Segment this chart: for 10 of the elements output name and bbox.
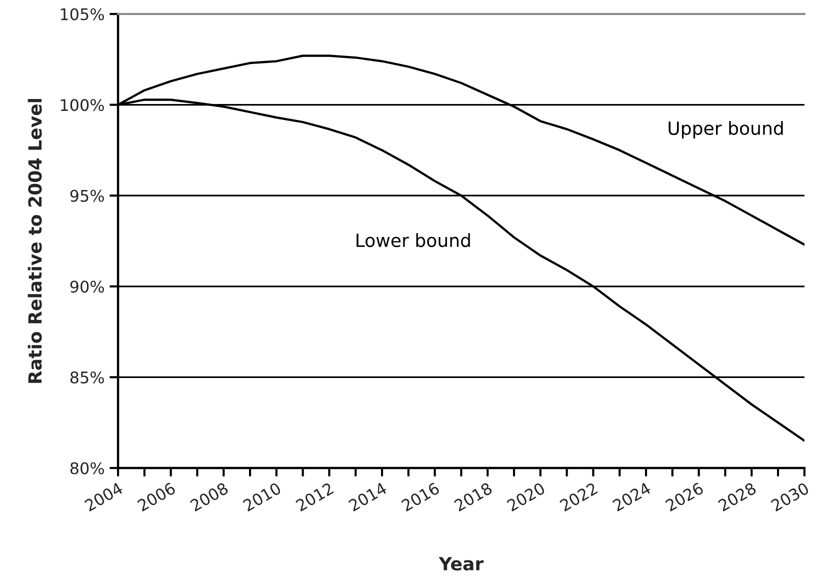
y-axis-title: Ratio Relative to 2004 Level bbox=[28, 98, 42, 383]
x-axis-title: Year bbox=[438, 557, 484, 571]
y-tick-label: 100% bbox=[60, 99, 104, 112]
series-label: Lower bound bbox=[356, 233, 470, 248]
y-tick-label: 80% bbox=[70, 462, 104, 474]
y-tick-label: 85% bbox=[70, 371, 104, 384]
series-label: Upper bound bbox=[668, 121, 783, 139]
y-tick-label: 95% bbox=[70, 190, 104, 202]
y-tick-label: 90% bbox=[70, 280, 104, 293]
y-tick-label: 105% bbox=[60, 8, 104, 20]
